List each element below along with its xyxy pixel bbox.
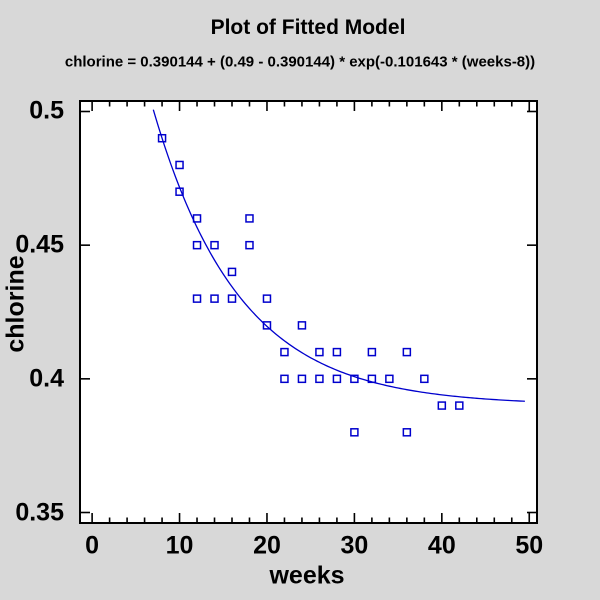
chart-title: Plot of Fitted Model bbox=[210, 16, 406, 39]
y-tick-label: 0.4 bbox=[29, 364, 64, 393]
data-point-marker bbox=[315, 374, 324, 384]
fitted-curve bbox=[152, 109, 525, 402]
data-point-marker bbox=[210, 294, 219, 303]
data-point-marker bbox=[175, 187, 184, 196]
x-tick-label: 40 bbox=[427, 531, 456, 560]
x-tick-label: 10 bbox=[165, 531, 194, 560]
data-point-marker bbox=[245, 240, 254, 250]
data-point-marker bbox=[297, 374, 307, 384]
data-point-marker bbox=[192, 294, 202, 303]
data-point-marker bbox=[385, 374, 394, 384]
x-tick-label: 20 bbox=[253, 531, 281, 560]
data-point-marker bbox=[402, 428, 412, 437]
data-point-marker bbox=[262, 294, 272, 303]
data-point-marker bbox=[437, 401, 447, 410]
y-tick-label: 0.45 bbox=[15, 230, 64, 259]
data-point-marker bbox=[192, 214, 202, 223]
plot-frame bbox=[79, 100, 538, 524]
data-point-marker bbox=[227, 294, 237, 303]
data-point-marker bbox=[332, 374, 342, 384]
x-tick-label: 0 bbox=[85, 531, 100, 560]
data-point-marker bbox=[455, 401, 464, 410]
data-point-marker bbox=[402, 347, 412, 357]
data-point-marker bbox=[280, 374, 289, 384]
data-point-marker bbox=[210, 240, 219, 250]
data-point-marker bbox=[262, 321, 272, 330]
y-tick-label: 0.35 bbox=[15, 498, 64, 526]
x-tick-label: 50 bbox=[515, 531, 544, 560]
x-axis-label: weeks bbox=[269, 561, 345, 590]
data-point-marker bbox=[367, 347, 377, 357]
data-point-marker bbox=[192, 240, 202, 250]
data-point-marker bbox=[350, 428, 359, 437]
data-point-marker bbox=[420, 374, 429, 384]
x-tick-label: 30 bbox=[340, 531, 369, 560]
data-point-marker bbox=[350, 374, 359, 384]
data-point-marker bbox=[157, 133, 167, 143]
data-point-marker bbox=[315, 347, 324, 357]
data-point-marker bbox=[280, 347, 289, 357]
data-point-marker bbox=[297, 321, 307, 330]
data-point-marker bbox=[175, 160, 184, 170]
data-point-marker bbox=[227, 267, 237, 277]
data-point-marker bbox=[367, 374, 377, 384]
fitted-equation-text: chlorine = 0.390144 + (0.49 - 0.390144) … bbox=[64, 53, 536, 71]
y-tick-label: 0.5 bbox=[29, 96, 64, 125]
data-point-marker bbox=[245, 214, 254, 223]
data-point-marker bbox=[332, 347, 342, 357]
